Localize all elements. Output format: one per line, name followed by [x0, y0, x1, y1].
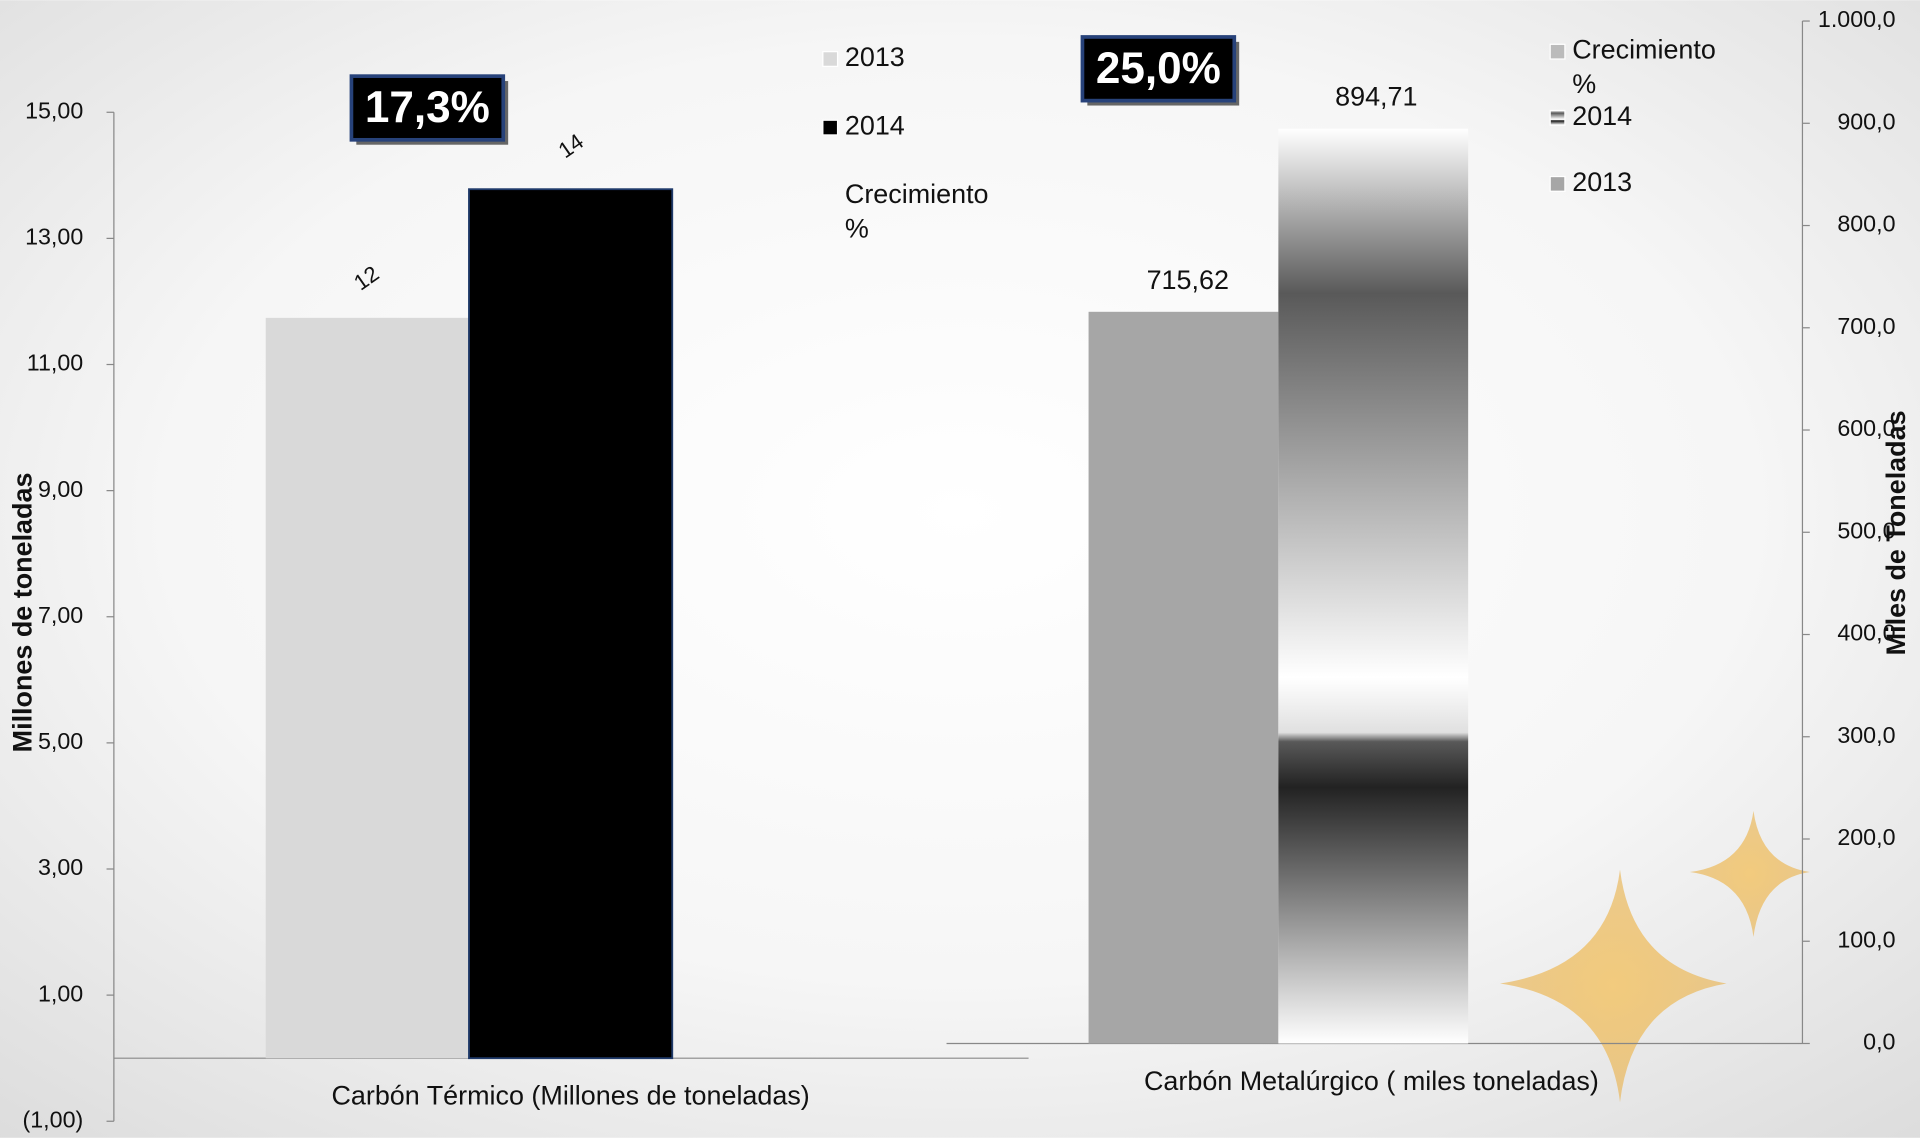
y-tick-label: 300,0 [1837, 722, 1895, 748]
value-label: 715,62 [1147, 265, 1229, 295]
legend-label: 2014 [845, 111, 905, 141]
y-tick-label: 700,0 [1837, 313, 1895, 339]
y-tick-label: 7,00 [38, 602, 83, 628]
legend-marker [822, 119, 839, 136]
y-tick-label: 400,0 [1837, 620, 1895, 646]
y-tick-label: 15,00 [25, 97, 83, 123]
x-tick-label: Carbón Metalúrgico ( miles toneladas) [1144, 1066, 1599, 1096]
y-tick-label: 3,00 [38, 854, 83, 880]
legend-label: 2014 [1572, 101, 1632, 131]
growth-label: 25,0% [1096, 44, 1221, 93]
y-tick-label: 1,00 [38, 980, 83, 1006]
y-tick-label: 13,00 [25, 224, 83, 250]
legend-label: Crecimiento% [1572, 35, 1716, 99]
y-tick-label: (1,00) [23, 1106, 84, 1132]
sparkle [1689, 810, 1810, 937]
legend-marker [1549, 43, 1566, 60]
y-tick-label: 600,0 [1837, 415, 1895, 441]
legend-marker [1549, 109, 1566, 126]
bar [1278, 128, 1469, 1044]
legend-label: 2013 [845, 42, 905, 72]
bar [1088, 311, 1279, 1044]
growth-box [1080, 35, 1237, 103]
legend-marker [1549, 175, 1566, 192]
bar [265, 317, 469, 1059]
y-tick-label: 200,0 [1837, 824, 1895, 850]
y-axis-title: Miles de Toneladas [1881, 410, 1911, 655]
bar [468, 188, 674, 1060]
growth-label: 17,3% [365, 83, 490, 132]
y-tick-label: 100,0 [1837, 926, 1895, 952]
y-tick-label: 5,00 [38, 728, 83, 754]
y-tick-label: 9,00 [38, 476, 83, 502]
y-tick-label: 11,00 [27, 350, 84, 376]
y-tick-label: 800,0 [1837, 211, 1895, 237]
value-label: 894,71 [1335, 81, 1417, 111]
y-tick-label: 1.000,0 [1818, 6, 1896, 32]
y-tick-label: 500,0 [1837, 517, 1895, 543]
legend-label: 2013 [1572, 167, 1632, 197]
y-tick-label: 900,0 [1837, 108, 1895, 134]
legend-marker [822, 51, 839, 67]
y-axis-title: Millones de toneladas [8, 473, 38, 753]
y-tick-label: 0,0 [1863, 1029, 1895, 1055]
growth-box [349, 74, 506, 142]
sparkle [1500, 869, 1727, 1103]
legend-label: Crecimiento% [845, 179, 989, 243]
x-tick-label: Carbón Térmico (Millones de toneladas) [331, 1080, 809, 1110]
